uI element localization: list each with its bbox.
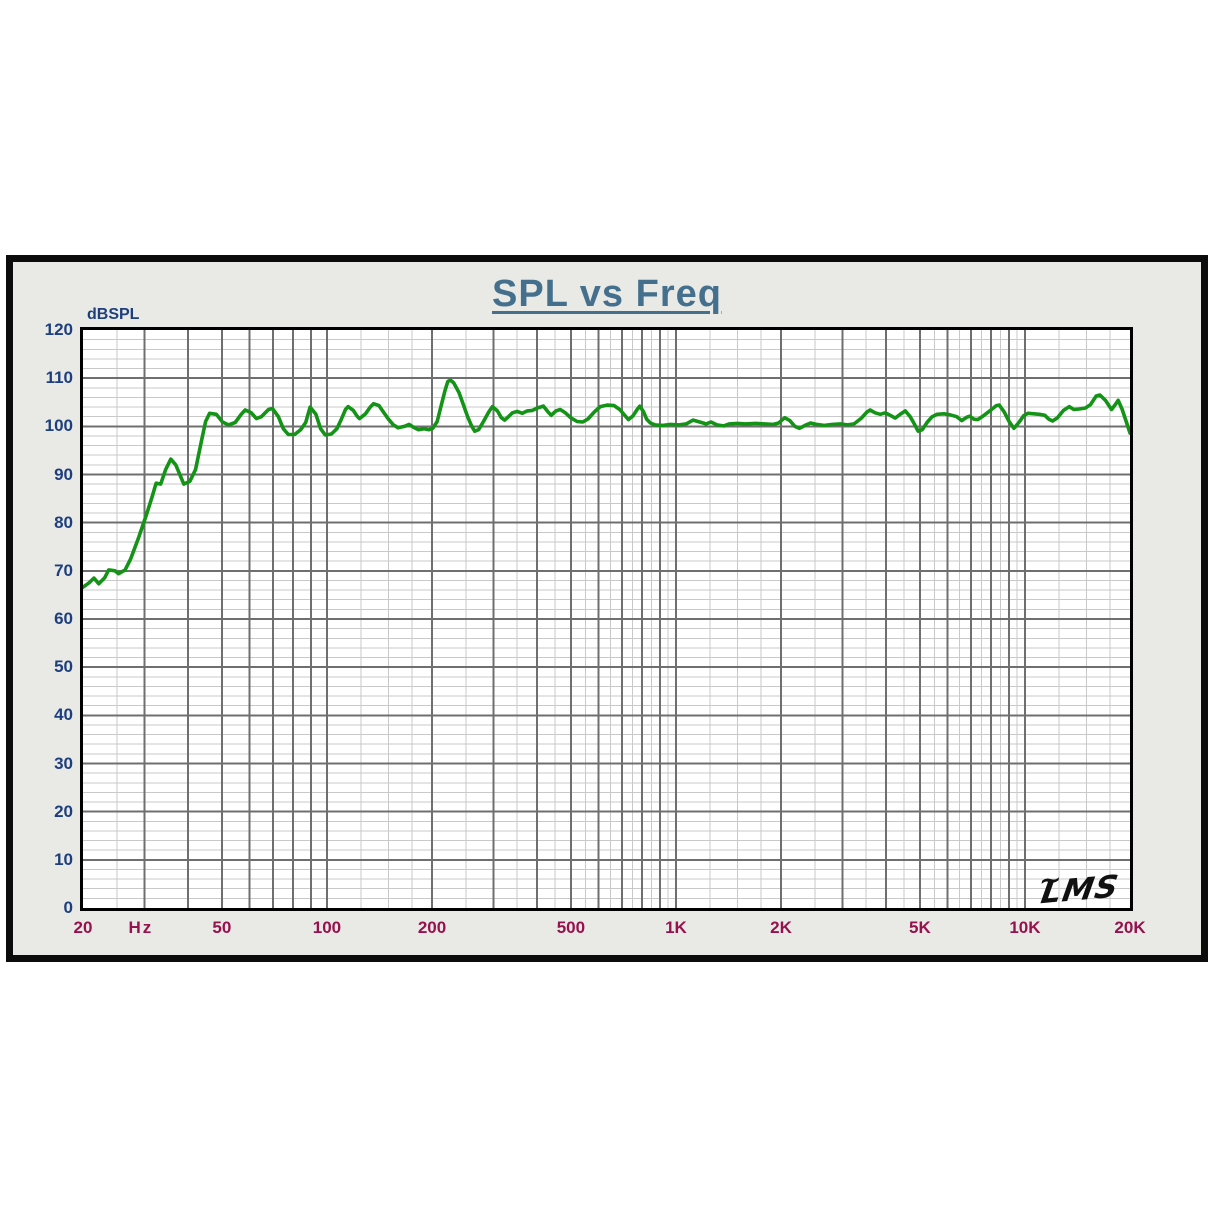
x-tick-200: 200 <box>417 918 447 937</box>
x-tick-2K: 2K <box>770 918 792 937</box>
x-tick-10K: 10K <box>1009 918 1041 937</box>
x-axis-unit-label: Hz <box>128 918 154 937</box>
chart-title: SPL vs Freq <box>492 273 722 315</box>
x-tick-50: 50 <box>212 918 232 937</box>
spl-curve-chart <box>83 330 1130 908</box>
x-tick-20: 20 <box>73 918 93 937</box>
x-tick-5K: 5K <box>909 918 931 937</box>
y-tick-110: 110 <box>45 368 73 388</box>
y-tick-10: 10 <box>54 849 73 869</box>
y-tick-20: 20 <box>54 801 73 821</box>
x-tick-100: 100 <box>312 918 342 937</box>
measurement-panel: SPL vs Freq dBSPL ~ LMS 0 10 20 30 40 50 60 70 8… <box>6 255 1208 962</box>
x-tick-500: 500 <box>556 918 586 937</box>
x-tick-20K: 20K <box>1114 918 1146 937</box>
y-tick-70: 70 <box>54 560 73 580</box>
y-tick-30: 30 <box>54 753 73 773</box>
y-tick-0: 0 <box>63 898 73 917</box>
y-axis-unit-label: dBSPL <box>87 306 140 323</box>
y-tick-40: 40 <box>54 705 73 725</box>
y-tick-120: 120 <box>44 320 73 339</box>
y-tick-80: 80 <box>54 512 73 532</box>
y-tick-50: 50 <box>54 657 73 677</box>
plot-area: ~ LMS <box>80 327 1133 911</box>
y-tick-100: 100 <box>44 416 73 436</box>
x-tick-1K: 1K <box>665 918 687 937</box>
y-tick-60: 60 <box>54 609 73 628</box>
lms-logo: ~ LMS <box>1037 865 1122 911</box>
y-tick-90: 90 <box>54 464 73 484</box>
